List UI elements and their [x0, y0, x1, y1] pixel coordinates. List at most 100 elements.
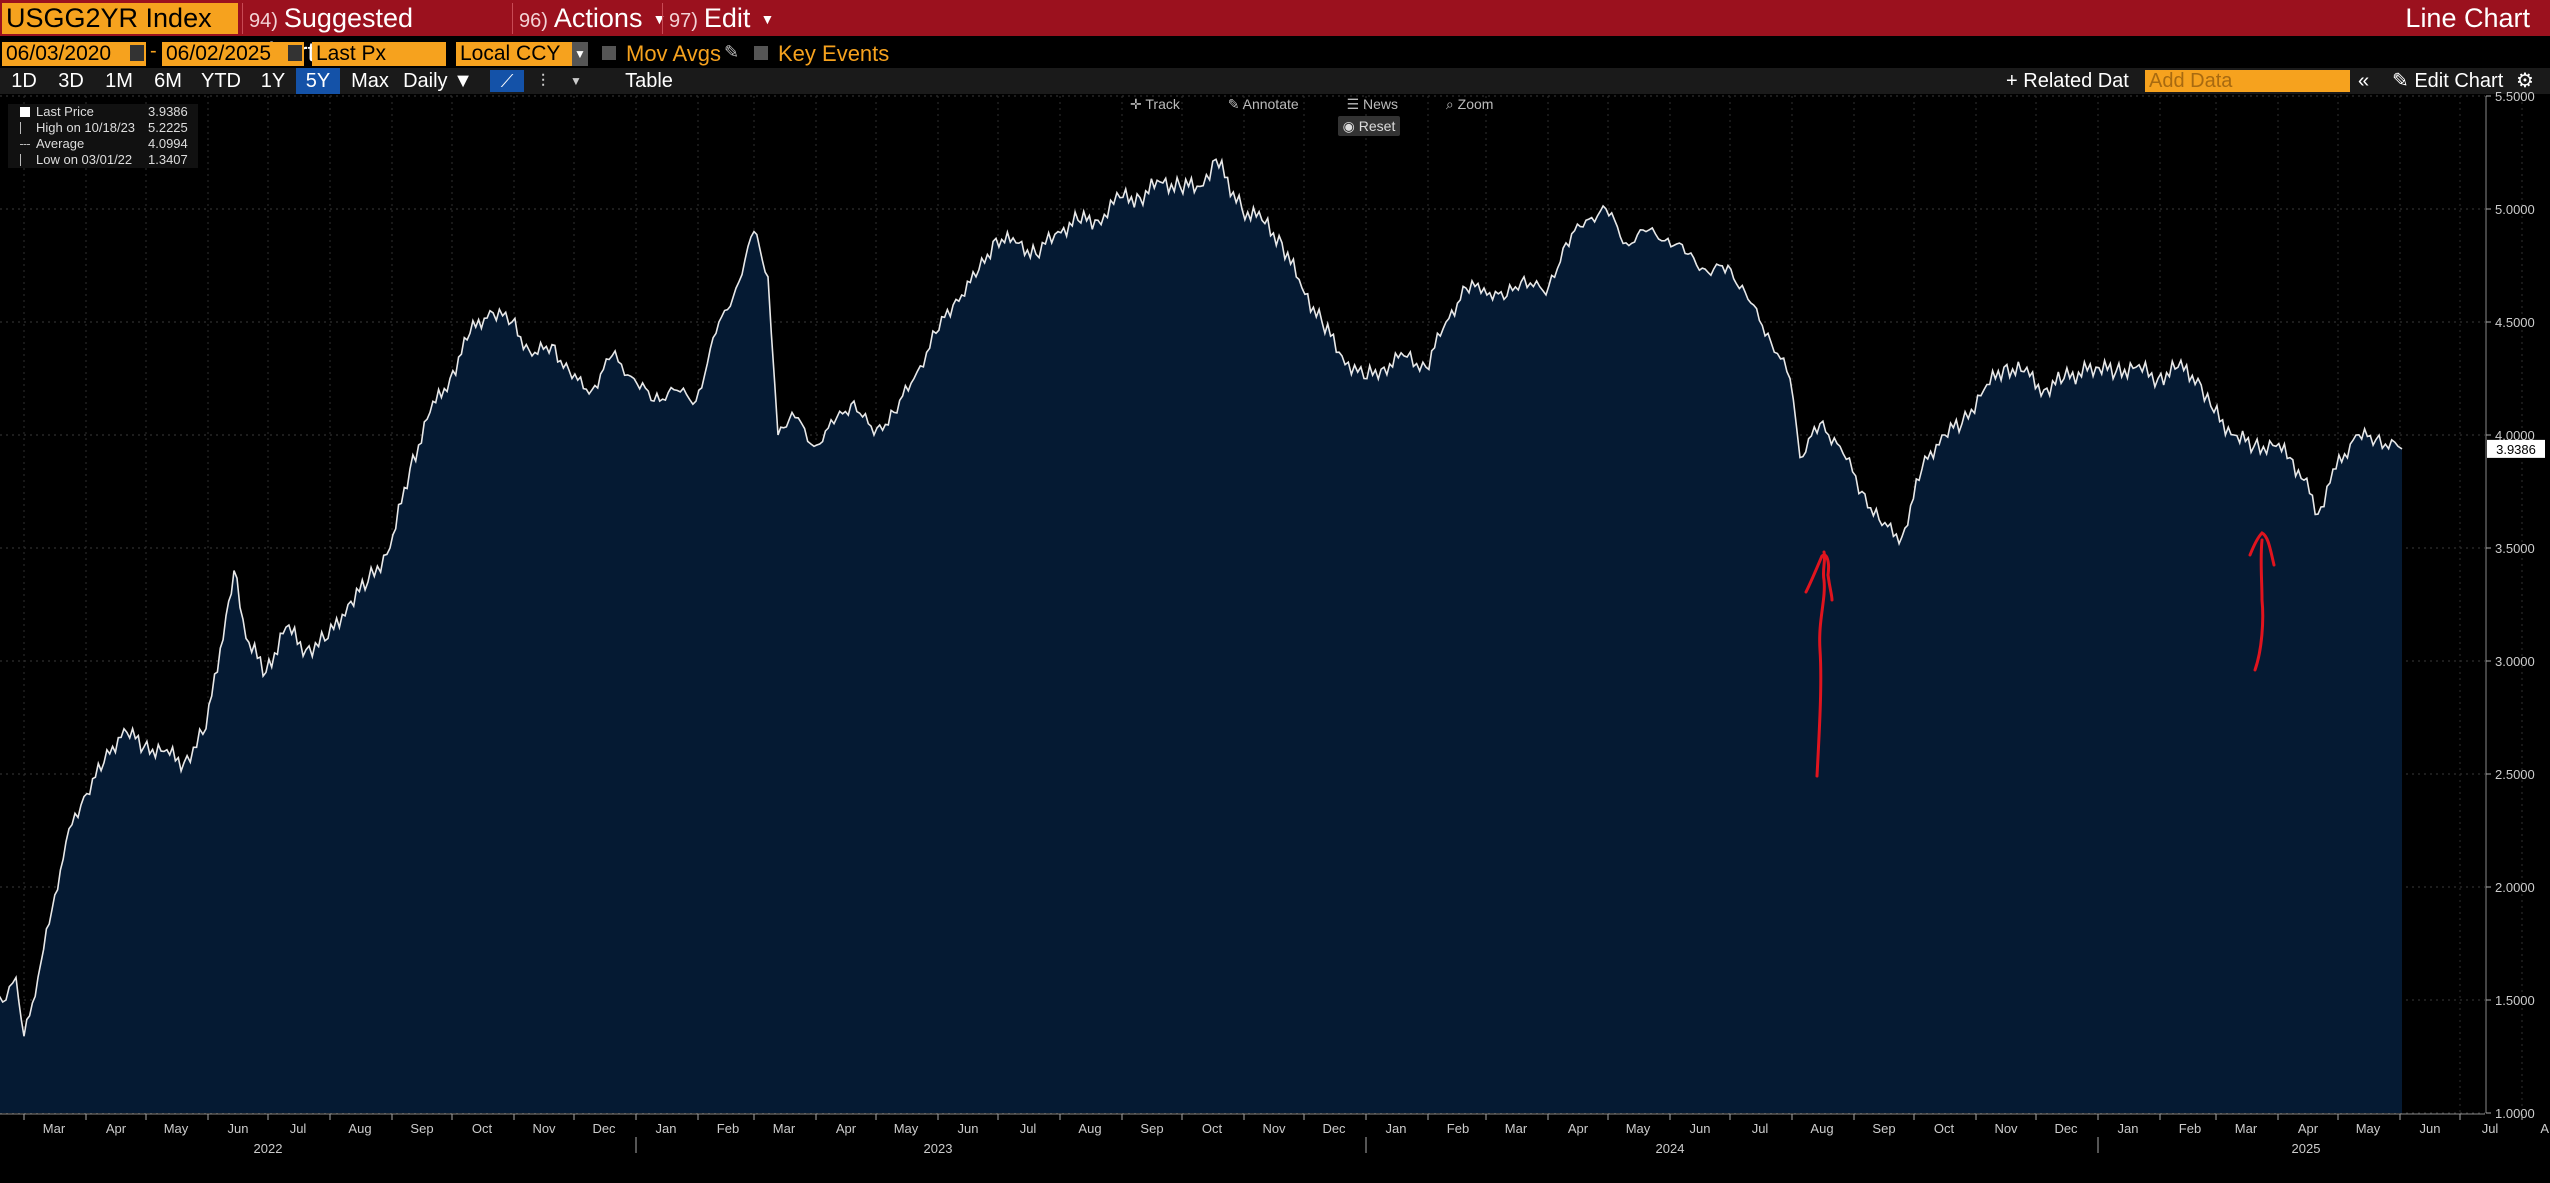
legend-value: 4.0994 — [148, 136, 188, 151]
legend-value: 5.2225 — [148, 120, 188, 135]
y-tick-label: 5.5000 — [2495, 89, 2535, 104]
x-tick-label: Jul — [290, 1121, 307, 1136]
y-tick-label: 5.0000 — [2495, 202, 2535, 217]
y-tick-label: 1.5000 — [2495, 993, 2535, 1008]
pencil-icon: ✎ — [2392, 70, 2409, 92]
calendar-icon[interactable] — [130, 45, 144, 61]
x-tick-label: Jun — [958, 1121, 979, 1136]
edit-chart-label: Edit Chart — [2414, 70, 2504, 92]
x-tick-label: Dec — [2054, 1121, 2078, 1136]
x-tick-label: Oct — [1202, 1121, 1223, 1136]
x-tick-label: Oct — [472, 1121, 493, 1136]
reset-button[interactable]: ◉ Reset — [1338, 116, 1400, 136]
x-tick-label: Jul — [2482, 1121, 2499, 1136]
track-tool[interactable]: ✛ Track — [1130, 96, 1180, 112]
mov-avgs-checkbox[interactable] — [602, 46, 616, 60]
currency-dropdown-icon[interactable]: ▼ — [572, 42, 588, 66]
table-button[interactable]: Table — [625, 70, 673, 92]
plus-icon: + — [2006, 70, 2018, 92]
x-tick-label: Jan — [2118, 1121, 2139, 1136]
mov-avgs-label: Mov Avgs — [626, 41, 721, 66]
legend-value: 1.3407 — [148, 152, 188, 167]
price-area-fill — [0, 159, 2402, 1113]
add-data-input[interactable]: Add Data — [2145, 70, 2350, 92]
last-price-swatch-icon — [20, 107, 30, 117]
frequency-dropdown[interactable]: Daily ▼ — [400, 68, 476, 94]
menu-label: Actions — [553, 3, 643, 33]
x-tick-label: Nov — [532, 1121, 556, 1136]
x-tick-label: Feb — [1447, 1121, 1469, 1136]
period-1y[interactable]: 1Y — [260, 70, 286, 92]
gear-icon[interactable]: ⚙ — [2516, 70, 2534, 92]
chart-type-dropdown-icon[interactable]: ▼ — [570, 74, 582, 88]
reset-label: Reset — [1358, 118, 1396, 134]
x-tick-label: Dec — [592, 1121, 616, 1136]
x-tick-label: Mar — [43, 1121, 66, 1136]
x-tick-label: Jun — [2420, 1121, 2441, 1136]
line-chart-icon[interactable]: ⟋ — [490, 70, 524, 92]
ticker-input[interactable]: USGG2YR Index — [2, 3, 238, 34]
period-6m[interactable]: 6M — [154, 70, 182, 92]
x-tick-label: Mar — [773, 1121, 796, 1136]
collapse-double-chevron-icon[interactable]: « — [2358, 70, 2370, 92]
x-tick-label: May — [2356, 1121, 2381, 1136]
legend-key: Average — [36, 136, 85, 151]
x-tick-label: Nov — [1994, 1121, 2018, 1136]
x-tick-label: Nov — [1262, 1121, 1286, 1136]
caret-down-icon: ▼ — [453, 70, 473, 92]
pencil-icon[interactable]: ✎ — [724, 42, 740, 62]
period-1m[interactable]: 1M — [105, 70, 133, 92]
legend-value: 3.9386 — [148, 104, 188, 119]
related-data-button[interactable]: + Related Dat — [2006, 68, 2129, 94]
x-tick-label: Apr — [836, 1121, 857, 1136]
news-label: News — [1363, 96, 1399, 112]
zoom-tool[interactable]: ⌕ Zoom — [1445, 96, 1494, 112]
average-marker-icon — [20, 144, 30, 145]
legend-key: High on 10/18/23 — [36, 120, 136, 135]
menu-number: 97) — [669, 10, 698, 32]
key-events-label: Key Events — [778, 41, 890, 66]
caret-down-icon: ▼ — [760, 11, 775, 28]
legend-key: Last Price — [36, 104, 94, 119]
news-tool[interactable]: ☰ News — [1346, 96, 1399, 112]
price-line[interactable] — [0, 157, 2403, 1037]
period-5y[interactable]: 5Y — [296, 68, 340, 94]
key-events-checkbox[interactable] — [754, 46, 768, 60]
end-date-value: 06/02/2025 — [166, 42, 272, 65]
period-max[interactable]: Max — [351, 70, 389, 92]
x-tick-label: Apr — [2298, 1121, 2319, 1136]
page-title: Line Chart — [2405, 3, 2530, 33]
period-ytd[interactable]: YTD — [201, 70, 241, 92]
y-tick-label: 3.5000 — [2495, 541, 2535, 556]
y-tick-label: 1.0000 — [2495, 1106, 2535, 1121]
related-data-label: Related Dat — [2023, 70, 2129, 92]
last-value-label: 3.9386 — [2496, 442, 2536, 457]
red-arrow-annotation — [2248, 531, 2276, 672]
x-tick-label: Jul — [1020, 1121, 1037, 1136]
x-tick-label: May — [894, 1121, 919, 1136]
currency-selector[interactable]: Local CCY — [456, 42, 572, 66]
x-tick-label: Sep — [1872, 1121, 1895, 1136]
x-tick-label: Aug — [1810, 1121, 1833, 1136]
period-1d[interactable]: 1D — [11, 70, 37, 92]
field-selector[interactable]: Last Px — [312, 42, 446, 66]
end-date-field[interactable]: 06/02/2025 — [162, 42, 304, 66]
date-separator: - — [150, 40, 157, 62]
annotate-tool[interactable]: ✎ Annotate — [1227, 96, 1299, 112]
edit-menu[interactable]: 97) Edit ▼ — [662, 3, 775, 34]
period-3d[interactable]: 3D — [58, 70, 84, 92]
start-date-field[interactable]: 06/03/2020 — [2, 42, 146, 66]
high-marker-icon — [20, 122, 21, 134]
calendar-icon[interactable] — [288, 45, 302, 61]
bar-chart-icon[interactable]: ⫶ — [540, 71, 546, 91]
x-tick-label: Jan — [1386, 1121, 1407, 1136]
y-tick-label: 3.0000 — [2495, 654, 2535, 669]
edit-chart-button[interactable]: ✎ Edit Chart — [2392, 68, 2503, 94]
legend-row: Last Price 3.9386 — [8, 104, 198, 120]
x-tick-label: Mar — [2235, 1121, 2258, 1136]
last-value-badge — [2487, 439, 2545, 458]
chart-tools: ✛ Track ✎ Annotate ☰ News ⌕ Zoom — [1130, 96, 1537, 114]
toolbar: 1D 3D 1M 6M YTD 1Y 5Y Max Daily ▼ ⟋ ⫶ ▼ … — [0, 68, 2550, 94]
x-tick-label: Jun — [228, 1121, 249, 1136]
